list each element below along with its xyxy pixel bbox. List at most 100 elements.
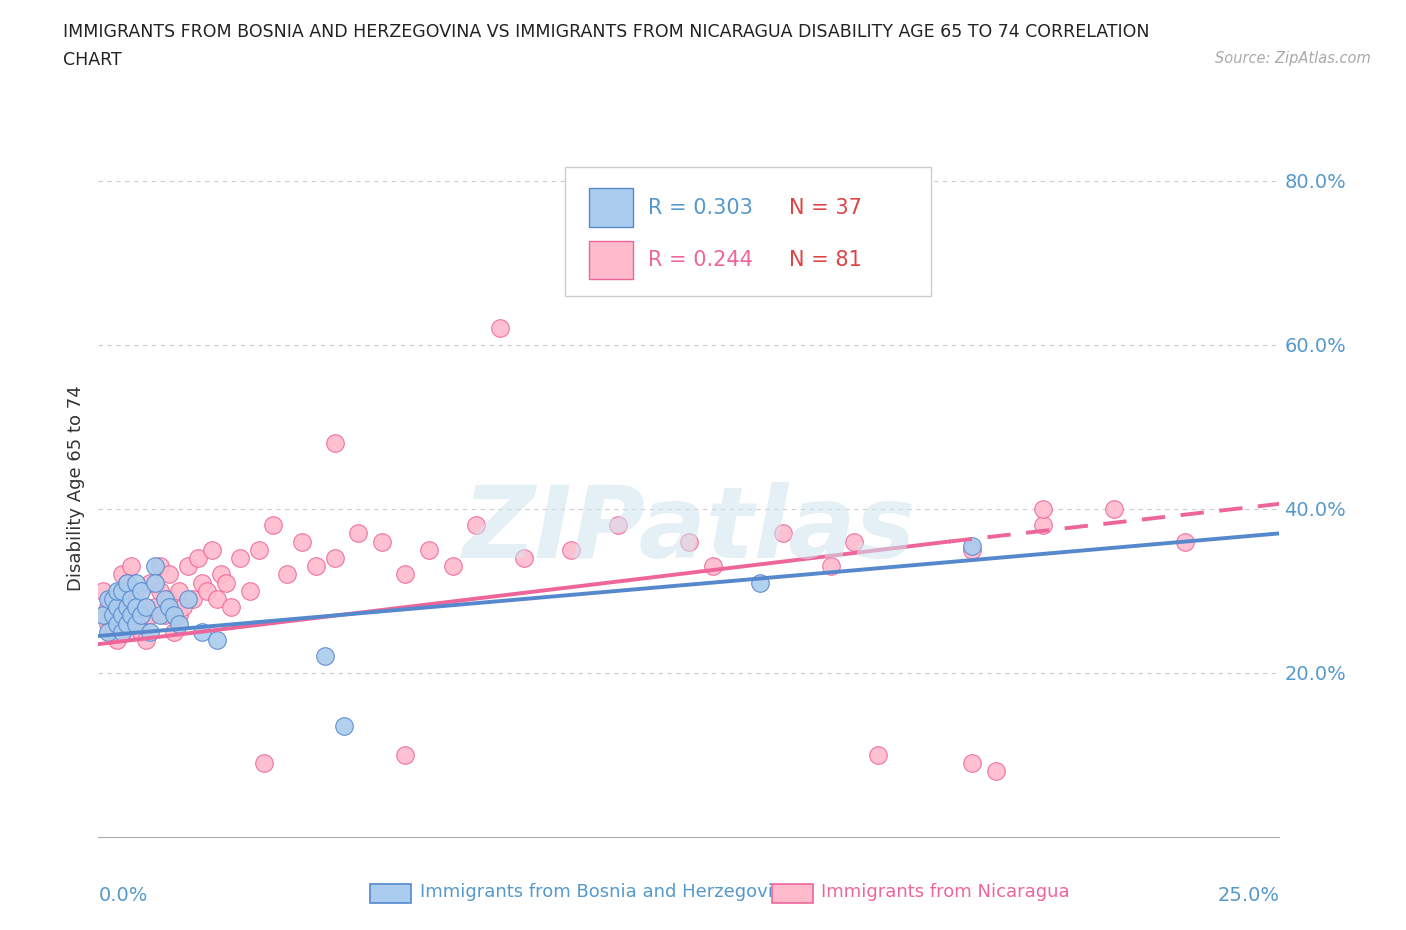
Point	[121, 617, 143, 631]
Text: N = 37: N = 37	[789, 198, 862, 218]
Point	[172, 600, 194, 615]
Point	[347, 526, 370, 541]
Point	[97, 600, 120, 615]
Point	[153, 608, 176, 623]
Point	[125, 583, 148, 598]
Point	[678, 534, 700, 549]
Text: CHART: CHART	[63, 51, 122, 69]
Point	[1102, 501, 1125, 516]
Text: IMMIGRANTS FROM BOSNIA AND HERZEGOVINA VS IMMIGRANTS FROM NICARAGUA DISABILITY A: IMMIGRANTS FROM BOSNIA AND HERZEGOVINA V…	[63, 23, 1150, 41]
Point	[129, 608, 152, 623]
Point	[97, 591, 120, 606]
Point	[105, 583, 128, 598]
Point	[163, 608, 186, 623]
Point	[125, 575, 148, 590]
Point	[101, 608, 124, 623]
Text: ZIPatlas: ZIPatlas	[463, 482, 915, 578]
Text: Immigrants from Bosnia and Herzegovina: Immigrants from Bosnia and Herzegovina	[419, 884, 794, 901]
Point	[111, 583, 134, 598]
Point	[105, 608, 128, 623]
Point	[215, 575, 238, 590]
Point	[844, 534, 866, 549]
Point	[143, 600, 166, 615]
Point	[371, 534, 394, 549]
Point	[129, 600, 152, 615]
Point	[262, 518, 284, 533]
Point	[121, 591, 143, 606]
Point	[195, 583, 218, 598]
Point	[418, 542, 440, 557]
Point	[139, 608, 162, 623]
FancyBboxPatch shape	[589, 241, 634, 279]
Text: Immigrants from Nicaragua: Immigrants from Nicaragua	[821, 884, 1070, 901]
Point	[305, 559, 328, 574]
Point	[153, 591, 176, 606]
Point	[276, 567, 298, 582]
Point	[630, 255, 652, 270]
Point	[205, 591, 228, 606]
Point	[607, 518, 630, 533]
Point	[167, 617, 190, 631]
Point	[91, 608, 114, 623]
Point	[772, 526, 794, 541]
Point	[229, 551, 252, 565]
Point	[111, 591, 134, 606]
Point	[129, 624, 152, 639]
Point	[191, 575, 214, 590]
Point	[149, 583, 172, 598]
Point	[209, 567, 232, 582]
Point	[115, 617, 138, 631]
Point	[111, 567, 134, 582]
Point	[101, 591, 124, 606]
Point	[115, 600, 138, 615]
Point	[135, 600, 157, 615]
Point	[239, 583, 262, 598]
Point	[157, 600, 180, 615]
Point	[748, 575, 770, 590]
Point	[866, 748, 889, 763]
Point	[91, 608, 114, 623]
Point	[167, 583, 190, 598]
Point	[962, 538, 984, 553]
Point	[149, 559, 172, 574]
Point	[177, 591, 200, 606]
Y-axis label: Disability Age 65 to 74: Disability Age 65 to 74	[66, 385, 84, 591]
Point	[111, 608, 134, 623]
Point	[129, 583, 152, 598]
Text: Source: ZipAtlas.com: Source: ZipAtlas.com	[1215, 51, 1371, 66]
Point	[135, 632, 157, 647]
Point	[441, 559, 464, 574]
Point	[115, 624, 138, 639]
Point	[97, 617, 120, 631]
Point	[323, 435, 346, 450]
Point	[91, 583, 114, 598]
Point	[105, 617, 128, 631]
Point	[125, 608, 148, 623]
Point	[219, 600, 242, 615]
Point	[157, 567, 180, 582]
Point	[157, 591, 180, 606]
Point	[149, 608, 172, 623]
Point	[253, 756, 276, 771]
Point	[139, 575, 162, 590]
Point	[115, 600, 138, 615]
Point	[191, 624, 214, 639]
FancyBboxPatch shape	[772, 884, 813, 903]
Point	[115, 575, 138, 590]
Text: R = 0.303: R = 0.303	[648, 198, 752, 218]
Text: N = 81: N = 81	[789, 250, 862, 271]
Point	[105, 600, 128, 615]
Point	[97, 624, 120, 639]
Point	[121, 608, 143, 623]
Point	[201, 542, 224, 557]
Point	[111, 624, 134, 639]
FancyBboxPatch shape	[370, 884, 412, 903]
Point	[105, 632, 128, 647]
Point	[1174, 534, 1197, 549]
Point	[962, 756, 984, 771]
Point	[333, 719, 356, 734]
Point	[115, 575, 138, 590]
Point	[1032, 518, 1054, 533]
Point	[512, 551, 534, 565]
Point	[702, 559, 724, 574]
